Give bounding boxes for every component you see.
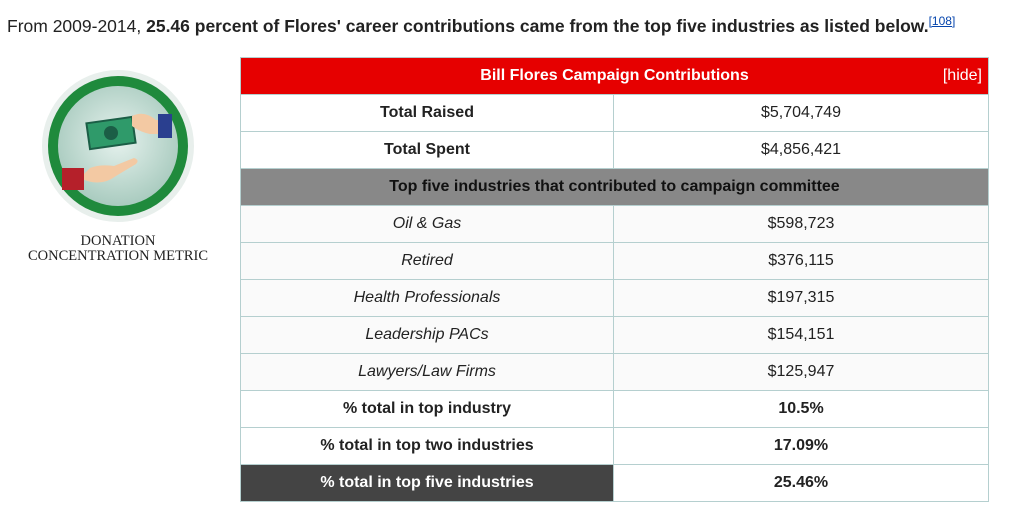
industry-value: $154,151 — [613, 316, 989, 354]
share-label: % total in top industry — [240, 390, 614, 428]
industry-label: Retired — [240, 242, 614, 280]
industry-row: Oil & Gas $598,723 — [240, 205, 989, 243]
badge-line1: DONATION — [80, 233, 156, 249]
share-value: 17.09% — [613, 427, 989, 465]
share-row: % total in top five industries 25.46% — [240, 464, 989, 502]
share-row: % total in top two industries 17.09% — [240, 427, 989, 465]
industry-row: Retired $376,115 — [240, 242, 989, 280]
industry-label: Lawyers/Law Firms — [240, 353, 614, 391]
share-row: % total in top industry 10.5% — [240, 390, 989, 428]
industry-row: Lawyers/Law Firms $125,947 — [240, 353, 989, 391]
contributions-table: Bill Flores Campaign Contributions [hide]… — [240, 57, 989, 502]
title-text: Bill Flores Campaign Contributions — [480, 67, 749, 84]
industry-row: Health Professionals $197,315 — [240, 279, 989, 317]
total-label: Total Spent — [240, 131, 614, 169]
industry-label: Oil & Gas — [240, 205, 614, 243]
footnote-link[interactable]: [108] — [928, 14, 956, 28]
total-label: Total Raised — [240, 94, 614, 132]
industry-value: $376,115 — [613, 242, 989, 280]
industry-value: $197,315 — [613, 279, 989, 317]
total-row: Total Spent $4,856,421 — [240, 131, 989, 169]
total-row: Total Raised $5,704,749 — [240, 94, 989, 132]
share-label: % total in top five industries — [240, 464, 614, 502]
intro-lead: From 2009-2014, — [7, 15, 147, 36]
total-value: $5,704,749 — [613, 94, 989, 132]
section-heading: Top five industries that contributed to … — [240, 168, 989, 206]
section-row: Top five industries that contributed to … — [240, 168, 989, 206]
industry-label: Health Professionals — [240, 279, 614, 317]
share-label: % total in top two industries — [240, 427, 614, 465]
share-value: 25.46% — [613, 464, 989, 502]
badge: DONATION CONCENTRATION METRIC — [20, 68, 216, 264]
title-row: Bill Flores Campaign Contributions [hide] — [240, 57, 989, 95]
hide-toggle[interactable]: [hide] — [942, 67, 982, 84]
industry-row: Leadership PACs $154,151 — [240, 316, 989, 354]
industry-value: $125,947 — [613, 353, 989, 391]
industry-label: Leadership PACs — [240, 316, 614, 354]
intro-text: From 2009-2014, 25.46 percent of Flores'… — [7, 14, 955, 37]
intro-bold: 25.46 percent of Flores' career contribu… — [146, 15, 929, 36]
total-value: $4,856,421 — [613, 131, 989, 169]
badge-icon — [42, 70, 194, 222]
table-title: Bill Flores Campaign Contributions [hide] — [240, 57, 989, 95]
industry-value: $598,723 — [613, 205, 989, 243]
badge-line2: CONCENTRATION METRIC — [27, 248, 209, 264]
share-value: 10.5% — [613, 390, 989, 428]
